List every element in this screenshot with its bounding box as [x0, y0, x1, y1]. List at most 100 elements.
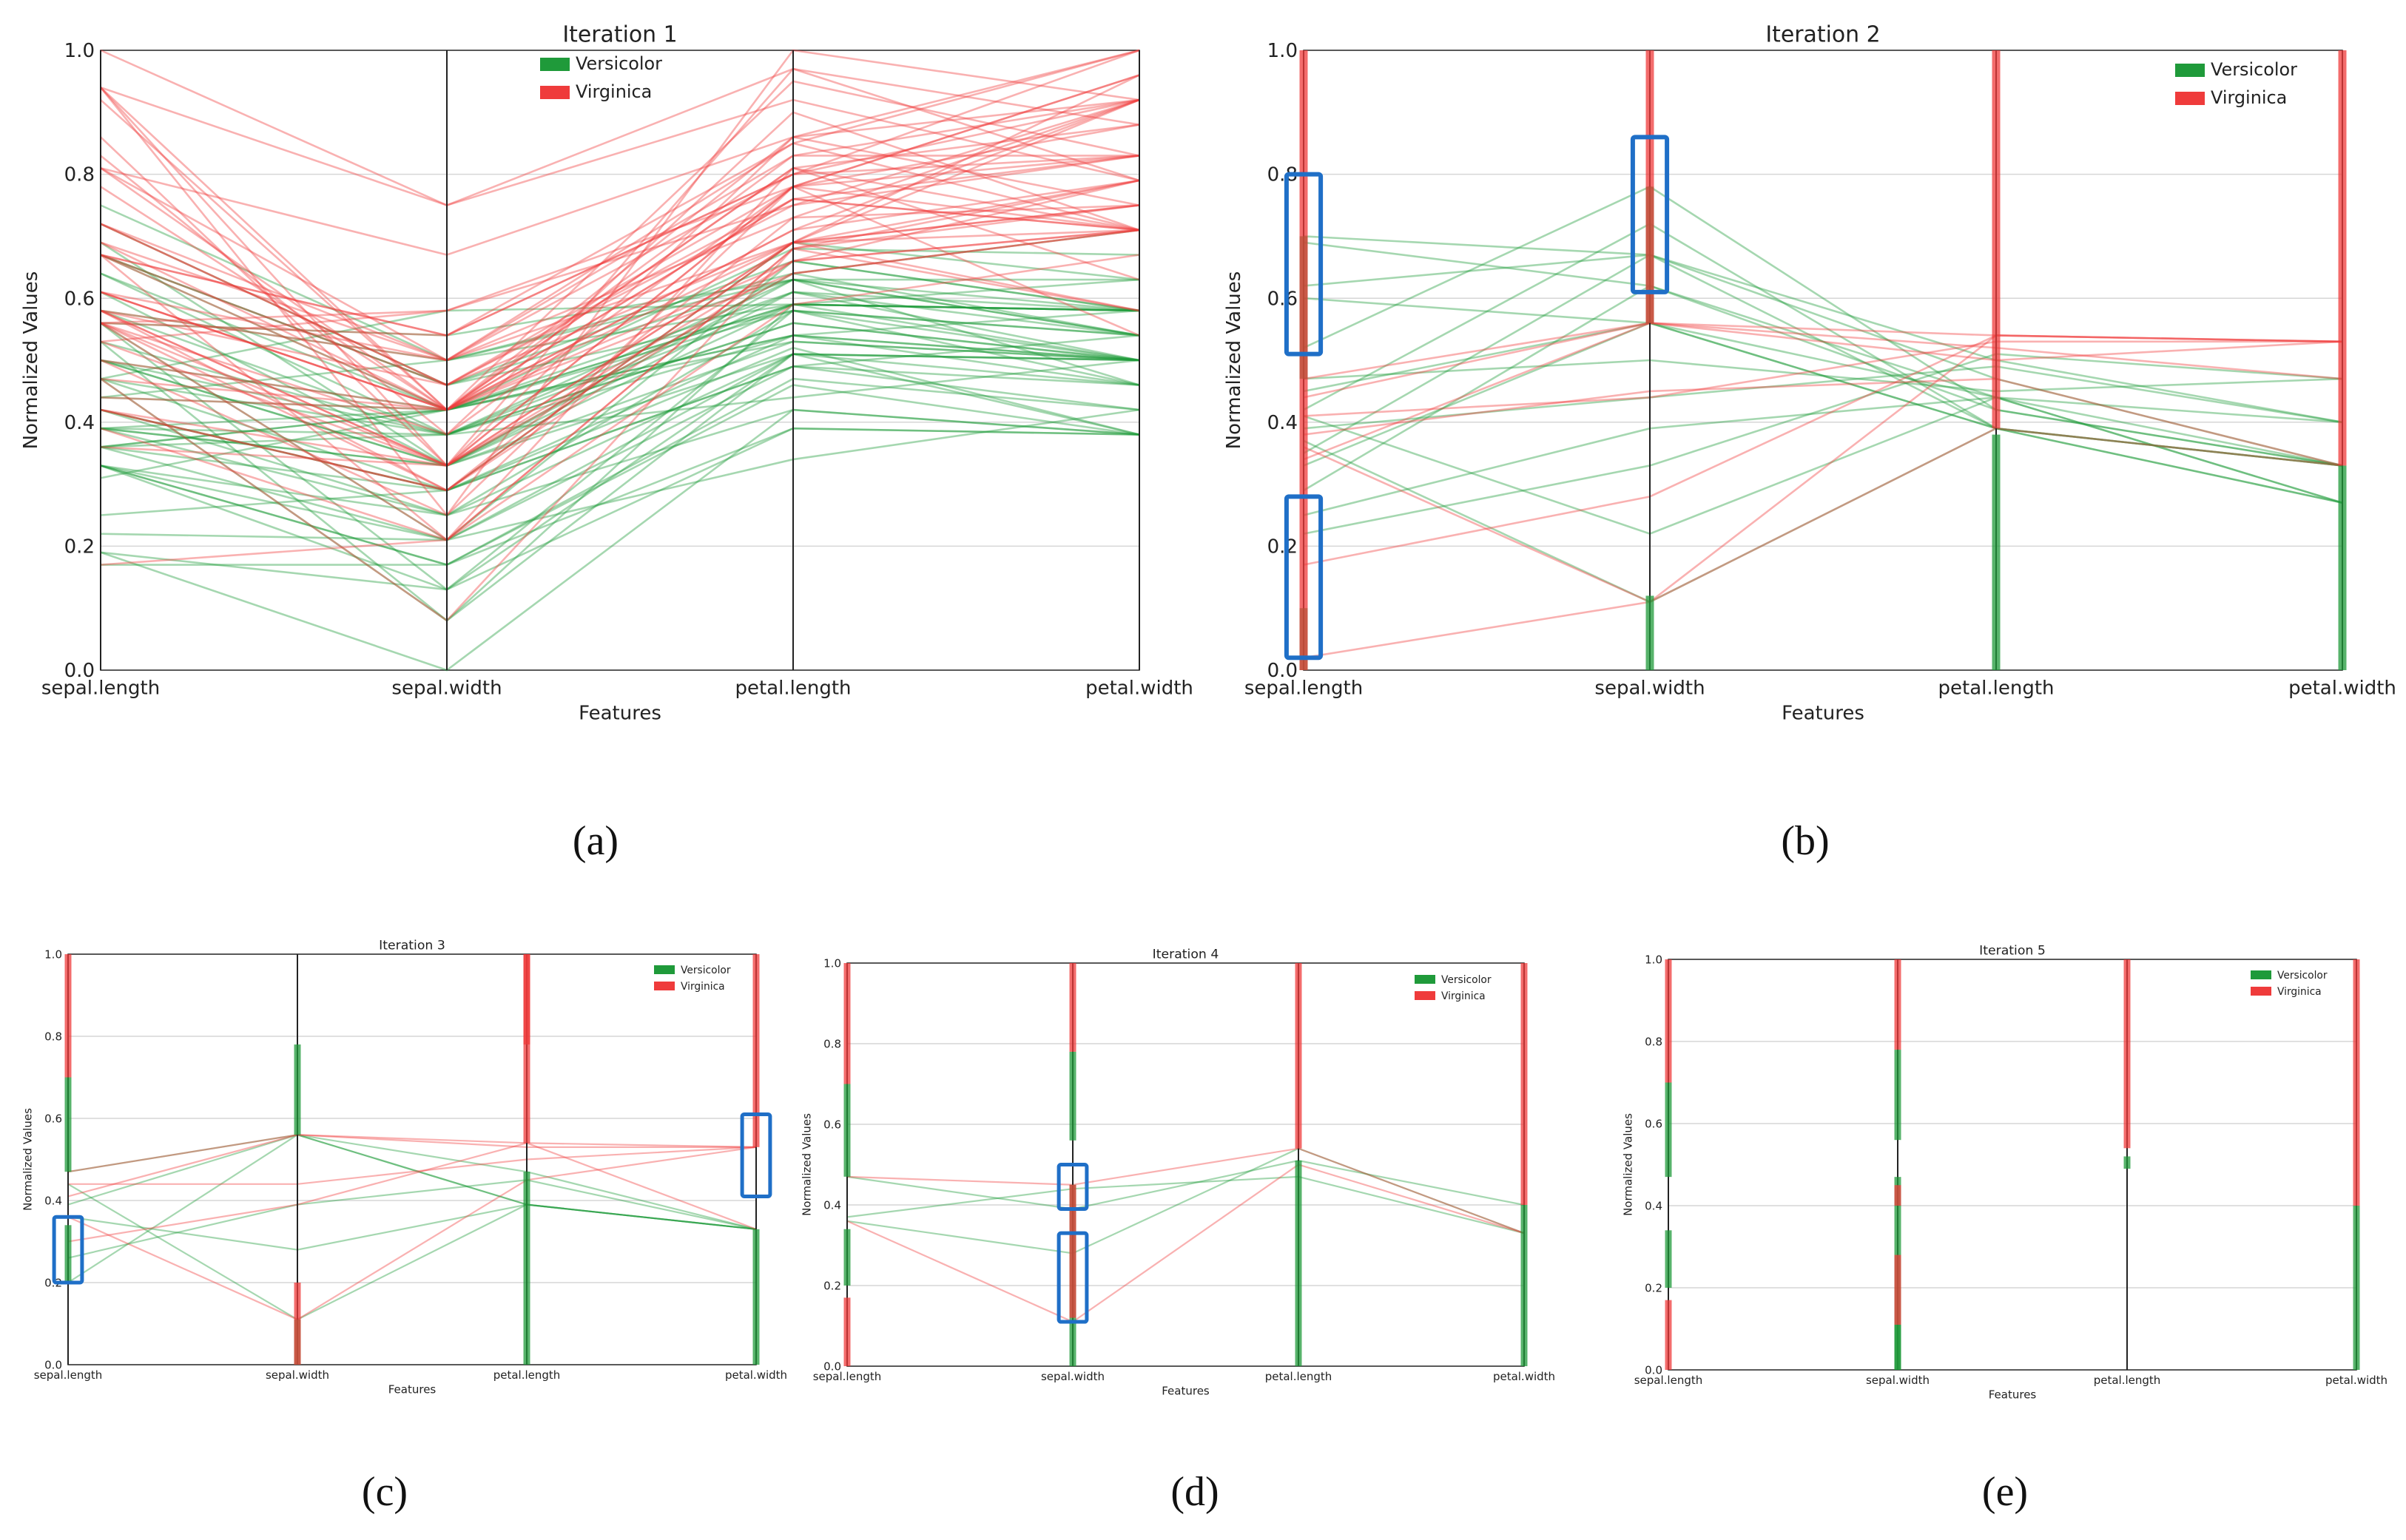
- series-line-versicolor: [1303, 322, 2343, 504]
- x-tick-label: sepal.width: [1866, 1374, 1930, 1387]
- x-tick-label: petal.length: [1265, 1370, 1332, 1383]
- y-tick-label: 0.8: [823, 1037, 841, 1050]
- axis-band-versicolor: [1665, 1082, 1672, 1178]
- series-line-virginica: [100, 98, 1140, 343]
- series-line-versicolor: [100, 278, 1140, 380]
- x-tick-label: petal.length: [493, 1368, 561, 1382]
- series-line-virginica: [100, 155, 1140, 467]
- series-line-versicolor: [846, 1147, 1525, 1254]
- series-line-virginica: [100, 111, 1140, 436]
- series-line-versicolor: [100, 272, 1140, 411]
- series-line-virginica: [100, 166, 1140, 541]
- series-line-versicolor: [100, 353, 1140, 591]
- axis-band-virginica: [843, 1297, 851, 1366]
- x-axis-label: Features: [1162, 1384, 1210, 1397]
- x-tick-label: sepal.length: [34, 1368, 103, 1382]
- series-line-versicolor: [100, 408, 1140, 672]
- series-line-versicolor: [100, 303, 1140, 362]
- series-line-versicolor: [100, 223, 1140, 386]
- series-line-versicolor: [1303, 322, 2343, 467]
- series-line-virginica: [1303, 377, 2343, 467]
- series-line-versicolor: [67, 1183, 757, 1321]
- axis-band-virginica: [2338, 50, 2347, 466]
- series-line-versicolor: [100, 260, 1140, 541]
- axis-band-virginica: [843, 963, 851, 1084]
- highlight-box: [1057, 1231, 1089, 1324]
- legend-label: Virginica: [576, 81, 652, 102]
- series-line-versicolor: [100, 365, 1140, 541]
- axis-band-virginica: [1894, 1185, 1901, 1206]
- series-line-versicolor: [100, 377, 1140, 566]
- series-line-virginica: [100, 186, 1140, 436]
- legend-swatch-virginica: [2175, 92, 2205, 105]
- axis-band-versicolor: [1894, 1050, 1901, 1141]
- y-axis-label: Normalized Values: [801, 1113, 814, 1216]
- series-line-virginica: [100, 74, 1140, 467]
- series-line-versicolor: [100, 303, 1140, 479]
- legend-label: Virginica: [2211, 87, 2287, 108]
- caption-d: (d): [1170, 1469, 1219, 1515]
- chart-panel-1: 0.0 0.2 0.4 0.6 0.8 1.0 sepal.length sepal.widt…: [20, 21, 1193, 724]
- y-tick-label: 0.2: [1645, 1281, 1662, 1294]
- x-tick-label: petal.length: [1938, 678, 2055, 700]
- series-line-versicolor: [1303, 241, 2343, 504]
- y-tick-label: 0.4: [44, 1194, 62, 1207]
- series-line-versicolor: [100, 303, 1140, 448]
- x-tick-label: sepal.length: [813, 1370, 882, 1383]
- series-line-versicolor: [100, 340, 1140, 467]
- series-line-versicolor: [100, 353, 1140, 516]
- series-line-versicolor: [100, 359, 1140, 448]
- y-tick-label: 0.6: [64, 288, 95, 310]
- chart-title: Iteration 5: [1979, 943, 2046, 958]
- series-line-virginica: [100, 229, 1140, 411]
- axis-band-versicolor: [1069, 1051, 1076, 1141]
- y-tick-label: 0.8: [1645, 1035, 1662, 1048]
- series-line-versicolor: [100, 278, 1140, 436]
- y-axis-label: Normalized Values: [1622, 1113, 1635, 1216]
- x-tick-label: sepal.length: [41, 678, 160, 700]
- axis-band-virginica: [1894, 1254, 1901, 1325]
- legend-swatch-versicolor: [2175, 64, 2205, 77]
- x-tick-label: petal.width: [2325, 1374, 2388, 1387]
- series-line-versicolor: [1303, 396, 2343, 536]
- y-tick-label: 1.0: [44, 948, 62, 961]
- legend-swatch-versicolor: [1415, 975, 1435, 984]
- y-tick-label: 0.8: [64, 164, 95, 186]
- y-tick-label: 0.6: [44, 1112, 62, 1125]
- legend-label: Virginica: [2277, 986, 2322, 998]
- legend-label: Virginica: [1441, 990, 1486, 1002]
- axis-band-virginica: [1069, 963, 1076, 1052]
- series-line-versicolor: [1303, 285, 2343, 492]
- series-line-versicolor: [1303, 254, 2343, 504]
- series-line-virginica: [100, 229, 1140, 411]
- series-line-versicolor: [100, 272, 1140, 436]
- axis-band-versicolor: [294, 1044, 301, 1135]
- axis-band-virginica: [1665, 1300, 1672, 1370]
- legend-swatch-virginica: [2251, 987, 2271, 996]
- y-tick-label: 0.0: [1267, 660, 1298, 682]
- axis-band-versicolor: [64, 1077, 72, 1172]
- series-line-virginica: [100, 142, 1140, 362]
- series-line-virginica: [100, 67, 1140, 206]
- y-axis-label: Normalized Values: [1223, 271, 1245, 450]
- legend: Versicolor Virginica: [1415, 974, 1492, 1002]
- series-line-virginica: [100, 98, 1140, 362]
- legend: Versicolor Virginica: [654, 965, 731, 993]
- series-line-virginica: [1303, 427, 2343, 604]
- series-line-virginica: [100, 135, 1140, 467]
- y-tick-label: 0.0: [64, 660, 95, 682]
- highlight-box: [1284, 172, 1324, 357]
- series-line-virginica: [100, 155, 1140, 337]
- legend: Versicolor Virginica: [2251, 970, 2328, 998]
- series-line-versicolor: [846, 1175, 1525, 1235]
- series-line-virginica: [100, 197, 1140, 411]
- series-line-virginica: [67, 1134, 757, 1173]
- axis-band-virginica: [1069, 1184, 1076, 1318]
- axis-band-versicolor: [1665, 1230, 1672, 1288]
- axis-band-virginica: [1299, 50, 1308, 670]
- axis-band-versicolor: [843, 1084, 851, 1177]
- series-line-virginica: [100, 87, 1140, 411]
- axis-band-versicolor: [843, 1229, 851, 1286]
- legend: Versicolor Virginica: [2175, 59, 2297, 108]
- chart-title: Iteration 3: [379, 938, 445, 953]
